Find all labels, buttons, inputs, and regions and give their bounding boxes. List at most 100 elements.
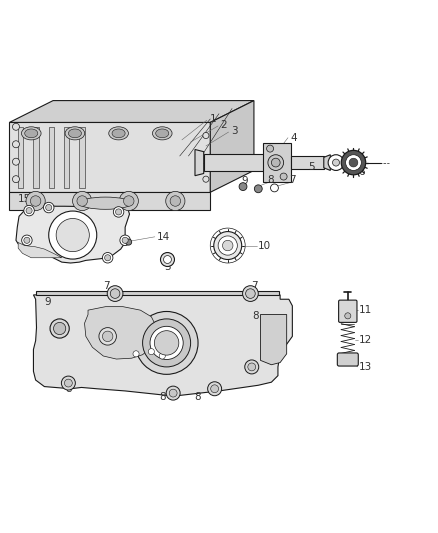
Text: 6: 6 <box>359 167 365 177</box>
Circle shape <box>122 237 128 244</box>
Circle shape <box>245 360 259 374</box>
Polygon shape <box>263 143 291 182</box>
Ellipse shape <box>79 197 132 209</box>
Circle shape <box>166 386 180 400</box>
Ellipse shape <box>155 129 169 138</box>
Circle shape <box>148 349 154 354</box>
Circle shape <box>113 207 124 217</box>
Circle shape <box>105 255 111 261</box>
Text: 9: 9 <box>241 176 247 187</box>
Circle shape <box>159 353 165 359</box>
Circle shape <box>26 207 32 214</box>
Text: 15: 15 <box>18 194 32 204</box>
Circle shape <box>154 330 179 355</box>
Polygon shape <box>18 127 23 188</box>
Circle shape <box>160 253 174 266</box>
Circle shape <box>268 155 284 171</box>
Circle shape <box>102 253 113 263</box>
Polygon shape <box>18 243 62 258</box>
Circle shape <box>30 196 41 206</box>
Polygon shape <box>64 127 69 188</box>
Text: 1: 1 <box>209 114 216 124</box>
Text: 8: 8 <box>252 311 258 321</box>
Circle shape <box>56 219 89 252</box>
Text: 9: 9 <box>45 297 51 308</box>
Ellipse shape <box>112 129 125 138</box>
Ellipse shape <box>152 127 172 140</box>
Circle shape <box>116 209 122 215</box>
Polygon shape <box>10 123 210 192</box>
Circle shape <box>24 237 30 244</box>
Circle shape <box>133 351 139 357</box>
Polygon shape <box>16 205 130 263</box>
Circle shape <box>332 159 339 166</box>
Circle shape <box>218 236 237 255</box>
Circle shape <box>243 286 258 302</box>
Circle shape <box>345 313 351 319</box>
Text: 8: 8 <box>159 392 166 402</box>
Circle shape <box>272 158 280 167</box>
Circle shape <box>110 289 120 298</box>
Circle shape <box>119 191 138 211</box>
Circle shape <box>64 379 72 387</box>
Polygon shape <box>210 101 254 192</box>
Polygon shape <box>85 306 155 359</box>
Polygon shape <box>79 127 85 188</box>
Circle shape <box>50 319 69 338</box>
Circle shape <box>349 158 358 167</box>
Text: 7: 7 <box>103 281 110 291</box>
Text: 7: 7 <box>251 281 257 291</box>
Circle shape <box>328 155 344 171</box>
Circle shape <box>46 205 52 211</box>
Circle shape <box>223 240 233 251</box>
Polygon shape <box>324 155 330 171</box>
Circle shape <box>169 389 177 397</box>
Polygon shape <box>33 127 39 188</box>
Circle shape <box>107 286 123 302</box>
Polygon shape <box>35 292 279 295</box>
Text: 8: 8 <box>267 175 274 185</box>
Circle shape <box>102 331 113 342</box>
Circle shape <box>346 155 361 171</box>
Text: 8: 8 <box>194 392 201 402</box>
Polygon shape <box>10 192 210 210</box>
Circle shape <box>208 382 222 395</box>
Circle shape <box>248 363 256 371</box>
Circle shape <box>12 176 19 183</box>
Circle shape <box>271 184 279 192</box>
Circle shape <box>73 191 92 211</box>
FancyBboxPatch shape <box>337 353 358 366</box>
Polygon shape <box>291 156 324 169</box>
Text: 7: 7 <box>289 175 296 185</box>
Circle shape <box>21 235 32 246</box>
Text: 10: 10 <box>258 240 272 251</box>
Circle shape <box>211 385 219 393</box>
Circle shape <box>24 205 34 216</box>
Text: 2: 2 <box>221 119 227 130</box>
Circle shape <box>163 256 171 263</box>
Polygon shape <box>33 295 292 396</box>
Ellipse shape <box>109 127 128 140</box>
Ellipse shape <box>25 129 38 138</box>
Circle shape <box>43 203 54 213</box>
Text: 13: 13 <box>359 362 372 372</box>
Circle shape <box>26 191 45 211</box>
Ellipse shape <box>65 127 85 140</box>
Polygon shape <box>49 127 54 188</box>
Text: 8: 8 <box>65 384 72 394</box>
Circle shape <box>120 235 131 246</box>
Circle shape <box>267 145 274 152</box>
Polygon shape <box>195 149 204 176</box>
Text: 12: 12 <box>359 335 372 345</box>
Circle shape <box>49 211 97 259</box>
Circle shape <box>214 231 242 260</box>
Circle shape <box>77 196 88 206</box>
Circle shape <box>12 158 19 165</box>
Circle shape <box>341 150 366 175</box>
Circle shape <box>126 239 132 245</box>
Circle shape <box>170 196 180 206</box>
Ellipse shape <box>68 129 81 138</box>
Circle shape <box>203 176 209 182</box>
Circle shape <box>53 322 66 335</box>
Circle shape <box>99 328 117 345</box>
